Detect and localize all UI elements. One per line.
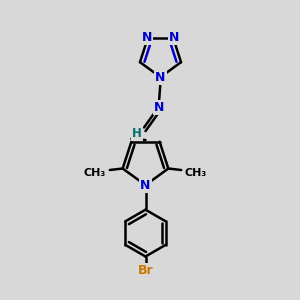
Text: Br: Br xyxy=(138,263,153,277)
Text: N: N xyxy=(155,70,166,84)
Text: N: N xyxy=(154,100,164,114)
Text: N: N xyxy=(142,31,152,44)
Text: CH₃: CH₃ xyxy=(84,168,106,178)
Text: H: H xyxy=(132,127,142,140)
Text: N: N xyxy=(140,178,151,192)
Text: CH₃: CH₃ xyxy=(185,168,207,178)
Text: N: N xyxy=(169,31,179,44)
